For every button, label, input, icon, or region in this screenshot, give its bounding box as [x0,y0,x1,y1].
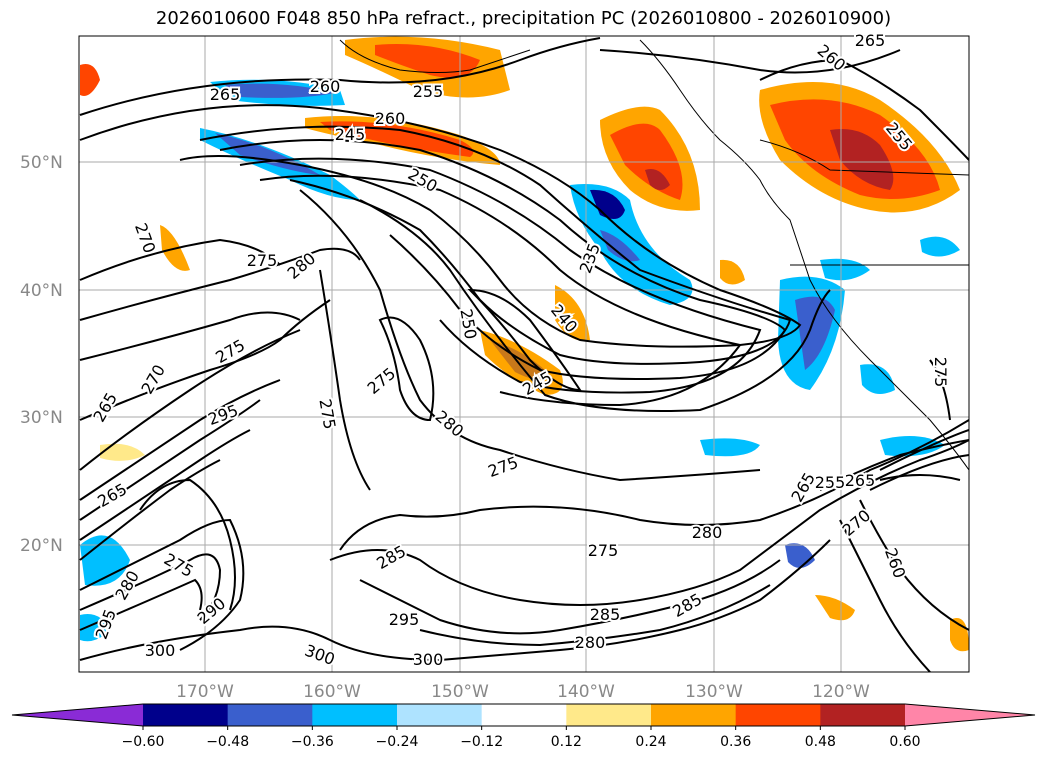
lon-label: 130°W [685,682,743,702]
lat-label: 50°N [20,153,63,173]
colorbar: −0.60 −0.48 −0.36 −0.24 −0.12 0.12 0.24 0.36 0.4… [11,703,1036,750]
colorbar-extend-max [905,704,1035,726]
contour-label: 275 [247,251,278,270]
coastlines [339,39,969,471]
colorbar-segment [481,704,567,726]
colorbar-tick-label: −0.36 [291,734,334,750]
colorbar-tick-label: 0.60 [889,734,920,750]
contour-label: 255 [413,82,444,101]
colorbar-extend-min [12,704,143,726]
colorbar-tick-label: 0.24 [635,734,666,750]
contour-label: 300 [413,650,444,669]
contour-label: 260 [375,109,406,128]
longitude-labels: 170°W 160°W 150°W 140°W 130°W 120°W [176,682,870,702]
contour-label: 280 [575,633,606,652]
lon-label: 170°W [176,682,234,702]
contour-label: 265 [845,471,876,490]
lat-label: 30°N [20,408,63,428]
colorbar-segment [820,704,906,726]
colorbar-tick-label: 0.48 [805,734,836,750]
lat-label: 40°N [20,281,63,301]
lon-label: 160°W [303,682,361,702]
contour-label: 295 [389,610,420,629]
colorbar-segment [566,704,652,726]
contour-label: 275 [588,541,619,560]
lon-label: 120°W [812,682,870,702]
contour-label: 255 [815,473,846,492]
colorbar-segment [312,704,398,726]
contour-label: 265 [210,85,241,104]
lon-label: 150°W [431,682,489,702]
colorbar-segment [651,704,737,726]
contour-label: 260 [310,77,341,96]
contour-label: 285 [590,605,621,624]
colorbar-tick-label: −0.60 [122,734,165,750]
colorbar-segment [397,704,483,726]
colorbar-tick-label: 0.36 [720,734,751,750]
contour-label: 245 [335,125,366,144]
colorbar-segment [143,704,229,726]
lon-label: 140°W [557,682,615,702]
colorbar-tick-label: −0.12 [460,734,503,750]
contour-label: 275 [931,357,950,388]
colorbar-tick-label: −0.48 [206,734,249,750]
refractivity-contours [79,37,969,672]
colorbar-tick-label: 0.12 [551,734,582,750]
colorbar-tick-label: −0.24 [376,734,419,750]
colorbar-segment [735,704,821,726]
contour-label: 300 [145,641,176,660]
contour-label: 280 [692,523,723,542]
contour-label: 265 [855,31,886,50]
latitude-labels: 50°N 40°N 30°N 20°N [20,153,63,556]
graticule [79,36,969,672]
map-title: 2026010600 F048 850 hPa refract., precip… [155,8,892,29]
colorbar-segment [227,704,313,726]
lat-label: 20°N [20,536,63,556]
map-frame [78,35,970,673]
